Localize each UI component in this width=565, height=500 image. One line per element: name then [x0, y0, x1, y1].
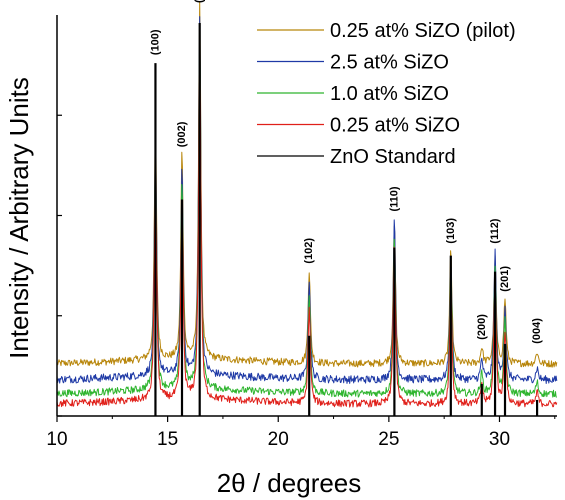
x-axis-title: 2θ / degrees — [217, 468, 362, 498]
x-tick-label: 15 — [157, 429, 178, 450]
peak-label: (101) — [194, 0, 206, 3]
legend: 0.25 at% SiZO (pilot) 2.5 at% SiZO 1.0 at%… — [257, 20, 516, 168]
peak-label: (002) — [176, 121, 188, 147]
x-tick-label: 30 — [489, 429, 510, 450]
peak-label: (201) — [499, 266, 511, 292]
legend-label: ZnO Standard — [330, 146, 456, 168]
plot-area — [56, 1, 558, 416]
series-line-3 — [56, 43, 558, 408]
x-tick-label: 25 — [378, 429, 399, 450]
peak-label: (100) — [150, 29, 162, 55]
x-tick-label: 10 — [46, 429, 67, 450]
legend-label: 2.5 at% SiZO — [330, 52, 449, 74]
legend-label: 0.25 at% SiZO — [330, 115, 460, 137]
x-tick-label: 20 — [268, 429, 289, 450]
series-line-0 — [56, 1, 558, 368]
peak-label: (004) — [531, 318, 543, 344]
legend-label: 0.25 at% SiZO (pilot) — [330, 20, 516, 42]
legend-label: 1.0 at% SiZO — [330, 83, 449, 105]
peak-label: (102) — [303, 238, 315, 264]
peak-label: (110) — [388, 186, 400, 211]
peak-label: (112) — [489, 218, 501, 243]
peak-label: (200) — [476, 314, 488, 340]
peak-labels: (100) (002) (101) (102) (110) (103) (200) (112)… — [150, 0, 544, 344]
peak-label: (103) — [445, 218, 457, 244]
axes: 10 15 20 25 30 — [46, 15, 557, 450]
y-axis-title: Intensity / Arbitrary Units — [4, 77, 34, 359]
